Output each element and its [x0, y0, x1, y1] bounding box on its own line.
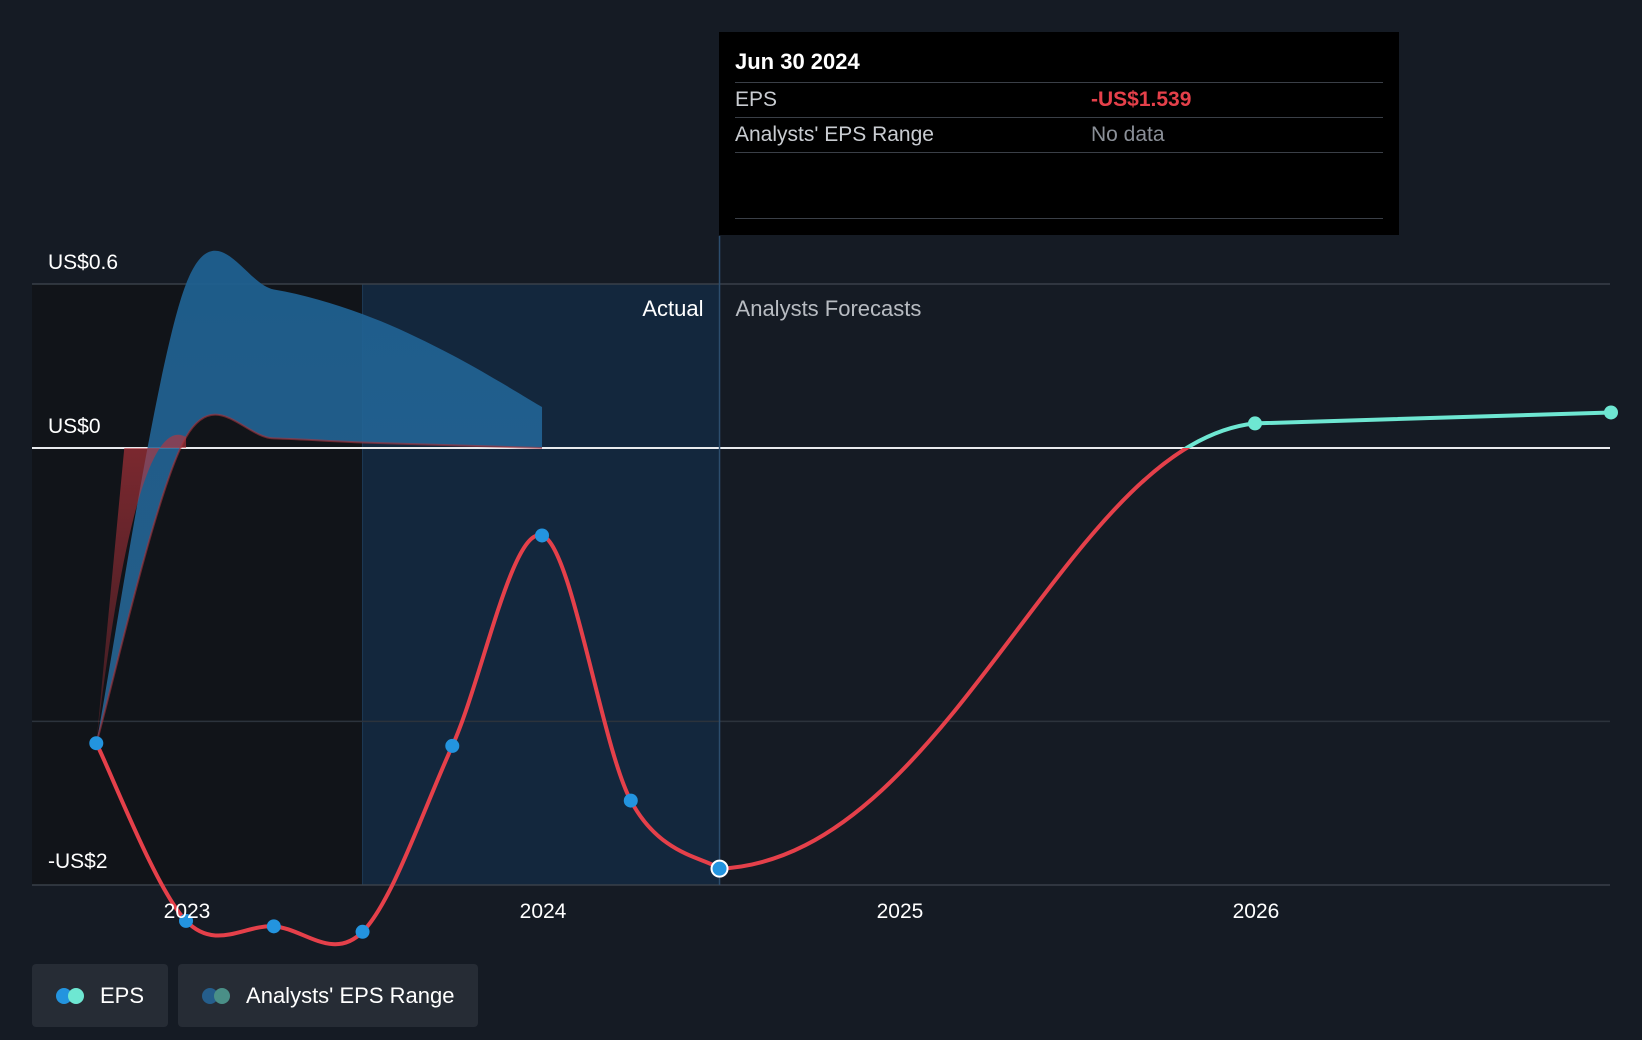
legend: EPS Analysts' EPS Range [32, 964, 479, 1027]
eps-point [445, 738, 460, 753]
eps-point [89, 736, 104, 751]
forecast-label: Analysts Forecasts [736, 296, 922, 321]
x-tick-label: 2024 [520, 900, 567, 923]
eps-point [355, 924, 370, 939]
tooltip-date: Jun 30 2024 [735, 32, 1383, 83]
eps-forecast-point [1604, 405, 1618, 420]
eps-forecast-point [1248, 416, 1262, 431]
tooltip-range-row: Analysts' EPS Range No data [735, 118, 1383, 153]
eps-point [179, 913, 194, 928]
tooltip-range-label: Analysts' EPS Range [735, 123, 934, 146]
legend-dot-2 [68, 987, 84, 1004]
legend-item-eps[interactable]: EPS [32, 964, 169, 1027]
tooltip-divider [735, 218, 1383, 219]
tooltip-eps-value: -US$1.539 [1091, 88, 1192, 111]
tooltip-eps-label: EPS [735, 88, 778, 111]
range-legend-icon [202, 987, 232, 1004]
eps-line-forecast-negative [719, 448, 1191, 871]
eps-point [623, 793, 638, 808]
legend-eps-label: EPS [100, 982, 145, 1008]
eps-point [535, 528, 550, 543]
tooltip: Jun 30 2024 EPS -US$1.539 Analysts' EPS … [719, 32, 1399, 235]
tooltip-range-value: No data [1091, 123, 1165, 146]
eps-point-selected [710, 859, 729, 878]
eps-line-forecast-positive [1182, 410, 1612, 448]
y-tick-label: US$0.6 [48, 251, 118, 274]
actual-label: Actual [642, 296, 703, 321]
x-tick-label: 2023 [164, 900, 211, 923]
y-tick-label: -US$2 [48, 850, 108, 873]
analyst-range-low-edge [95, 413, 543, 744]
eps-point [266, 919, 281, 934]
legend-dot-2 [214, 987, 231, 1004]
analyst-range-negative [96, 434, 187, 744]
eps-legend-icon [56, 987, 86, 1004]
legend-range-label: Analysts' EPS Range [246, 982, 455, 1008]
tooltip-eps-row: EPS -US$1.539 [735, 83, 1383, 118]
eps-line-actual [94, 533, 722, 947]
x-tick-label: 2025 [877, 900, 924, 923]
y-tick-label: US$0 [48, 415, 101, 438]
legend-item-range[interactable]: Analysts' EPS Range [178, 964, 479, 1027]
analyst-range-area [96, 250, 543, 744]
x-tick-label: 2026 [1233, 900, 1280, 923]
